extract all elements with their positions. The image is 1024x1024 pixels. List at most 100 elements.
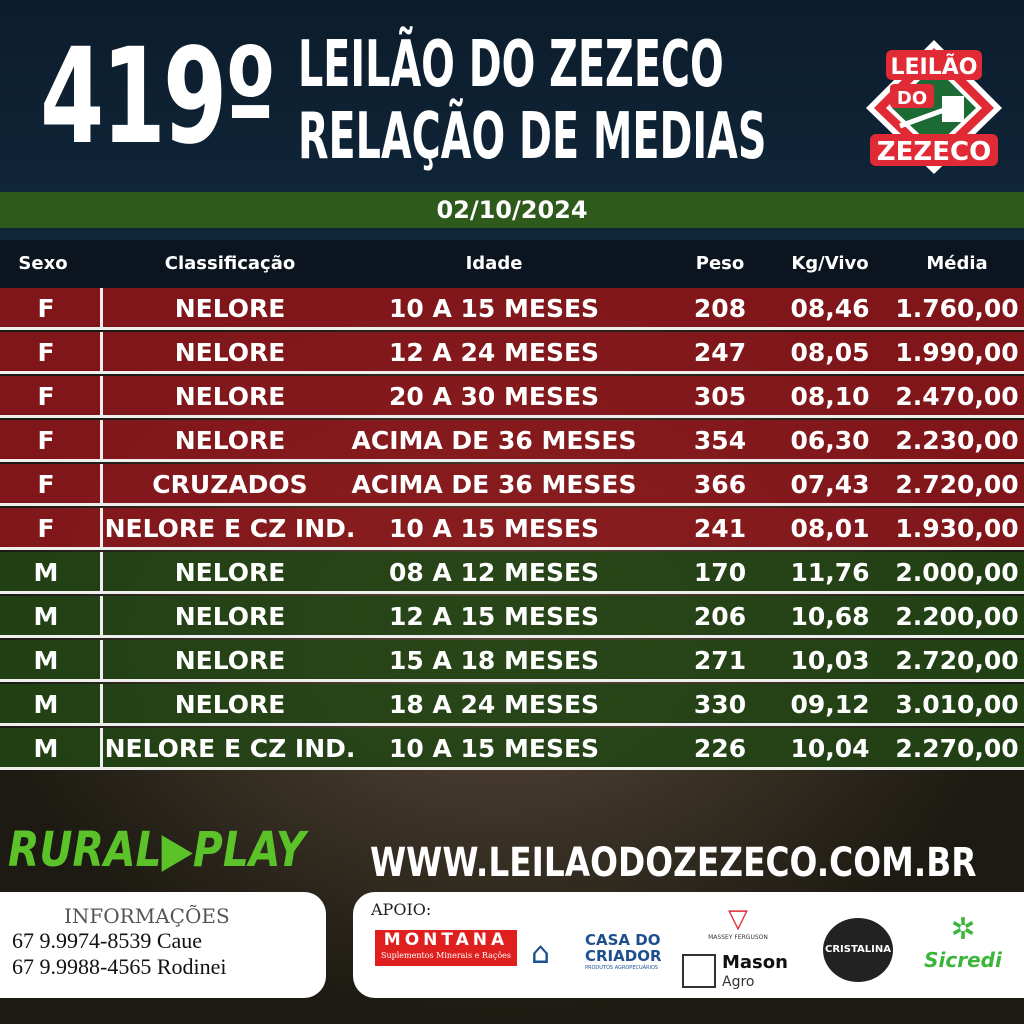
kgvivo-cell: 10,04	[790, 734, 870, 763]
kgvivo-cell: 11,76	[790, 558, 870, 587]
sexo-cell: F	[37, 294, 55, 323]
peso-cell: 206	[693, 602, 747, 631]
table-row: M NELORE 18 A 24 MESES 330 09,12 3.010,00	[0, 684, 1024, 726]
column-separator	[100, 684, 103, 723]
table-row: M NELORE E CZ IND. 10 A 15 MESES 226 10,04 2.…	[0, 728, 1024, 770]
svg-text:DO: DO	[897, 88, 927, 109]
sicredi-icon: ✲	[950, 912, 976, 947]
sexo-cell: M	[33, 690, 59, 719]
idade-cell: ACIMA DE 36 MESES	[351, 470, 637, 499]
montana-logo: MONTANA Suplementos Minerais e Rações	[375, 930, 517, 966]
media-cell: 2.720,00	[895, 646, 1019, 675]
website-link[interactable]: WWW.LEILAODOZEZECO.COM.BR	[370, 840, 977, 886]
media-cell: 2.200,00	[895, 602, 1019, 631]
divider	[0, 228, 1024, 240]
peso-cell: 305	[693, 382, 747, 411]
kgvivo-cell: 07,43	[790, 470, 870, 499]
sexo-cell: F	[37, 382, 55, 411]
col-kgvivo: Kg/Vivo	[791, 253, 869, 274]
idade-cell: 10 A 15 MESES	[388, 514, 600, 543]
media-cell: 2.470,00	[895, 382, 1019, 411]
table-row: M NELORE 12 A 15 MESES 206 10,68 2.200,00	[0, 596, 1024, 638]
kgvivo-cell: 10,68	[790, 602, 870, 631]
sexo-cell: M	[33, 602, 59, 631]
sexo-cell: F	[37, 470, 55, 499]
cristalina-logo: CRISTALINA	[823, 918, 893, 982]
peso-cell: 354	[693, 426, 747, 455]
media-cell: 1.760,00	[895, 294, 1019, 323]
table-row: F NELORE 20 A 30 MESES 305 08,10 2.470,00	[0, 376, 1024, 418]
idade-cell: 12 A 15 MESES	[388, 602, 600, 631]
idade-cell: 12 A 24 MESES	[388, 338, 600, 367]
sexo-cell: M	[33, 734, 59, 763]
classificacao-cell: NELORE	[174, 338, 286, 367]
auction-date: 02/10/2024	[0, 192, 1024, 228]
table-row: F NELORE 10 A 15 MESES 208 08,46 1.760,00	[0, 288, 1024, 330]
column-separator	[100, 596, 103, 635]
apoio-label: APOIO:	[371, 900, 432, 919]
title-line2: RELAÇÃO DE MEDIAS	[298, 100, 767, 174]
phone-2: 67 9.9988-4565 Rodinei	[12, 954, 227, 979]
kgvivo-cell: 10,03	[790, 646, 870, 675]
peso-cell: 271	[693, 646, 747, 675]
kgvivo-cell: 08,01	[790, 514, 870, 543]
column-separator	[100, 288, 103, 327]
media-cell: 1.930,00	[895, 514, 1019, 543]
classificacao-cell: NELORE	[174, 382, 286, 411]
column-separator	[100, 728, 103, 767]
column-separator	[100, 508, 103, 547]
sicredi-logo: ✲ Sicredi	[913, 912, 1013, 972]
classificacao-cell: NELORE E CZ IND.	[104, 734, 356, 763]
sponsors-box: APOIO: MONTANA Suplementos Minerais e Ra…	[353, 892, 1024, 998]
table-row: F NELORE 12 A 24 MESES 247 08,05 1.990,00	[0, 332, 1024, 374]
idade-cell: 08 A 12 MESES	[388, 558, 600, 587]
phone-1: 67 9.9974-8539 Caue	[12, 928, 203, 953]
column-separator	[100, 552, 103, 591]
classificacao-cell: NELORE	[174, 690, 286, 719]
idade-cell: 15 A 18 MESES	[388, 646, 600, 675]
peso-cell: 366	[693, 470, 747, 499]
table-row: M NELORE 08 A 12 MESES 170 11,76 2.000,00	[0, 552, 1024, 594]
kgvivo-cell: 08,05	[790, 338, 870, 367]
title-line1: LEILÃO DO ZEZECO	[298, 28, 724, 102]
column-separator	[100, 464, 103, 503]
idade-cell: 18 A 24 MESES	[388, 690, 600, 719]
peso-cell: 241	[693, 514, 747, 543]
classificacao-cell: NELORE	[174, 646, 286, 675]
table-header: Sexo Classificação Idade Peso Kg/Vivo Mé…	[0, 240, 1024, 288]
massey-mason-logo: ▽ MASSEY FERGUSON Mason Agro	[682, 904, 788, 990]
kgvivo-cell: 08,46	[790, 294, 870, 323]
column-separator	[100, 420, 103, 459]
sexo-cell: F	[37, 338, 55, 367]
info-box: INFORMAÇÕES 67 9.9974-8539 Caue 67 9.998…	[0, 892, 326, 998]
svg-text:ZEZECO: ZEZECO	[877, 137, 991, 167]
info-heading: INFORMAÇÕES	[64, 904, 230, 928]
col-media: Média	[926, 253, 988, 274]
leilao-do-zezeco-logo: LEILÃO DO ZEZECO	[866, 40, 1002, 174]
col-idade: Idade	[465, 253, 523, 274]
triangle-icon: ▽	[728, 904, 748, 934]
col-classificacao: Classificação	[164, 253, 296, 274]
media-cell: 2.230,00	[895, 426, 1019, 455]
idade-cell: 10 A 15 MESES	[388, 294, 600, 323]
table-row: F NELORE E CZ IND. 10 A 15 MESES 241 08,01 1.…	[0, 508, 1024, 550]
kgvivo-cell: 08,10	[790, 382, 870, 411]
column-separator	[100, 376, 103, 415]
media-cell: 2.000,00	[895, 558, 1019, 587]
table-row: F NELORE ACIMA DE 36 MESES 354 06,30 2.230,00	[0, 420, 1024, 462]
peso-cell: 226	[693, 734, 747, 763]
classificacao-cell: CRUZADOS	[152, 470, 308, 499]
col-sexo: Sexo	[18, 253, 68, 274]
sexo-cell: M	[33, 558, 59, 587]
rural-play-logo: RURAL▶PLAY	[8, 822, 306, 878]
classificacao-cell: NELORE E CZ IND.	[104, 514, 356, 543]
header: 419º LEILÃO DO ZEZECO RELAÇÃO DE MEDIAS …	[0, 0, 1024, 192]
column-separator	[100, 332, 103, 371]
peso-cell: 208	[693, 294, 747, 323]
kgvivo-cell: 09,12	[790, 690, 870, 719]
sexo-cell: F	[37, 514, 55, 543]
column-separator	[100, 640, 103, 679]
sexo-cell: F	[37, 426, 55, 455]
auction-number: 419º	[40, 20, 277, 174]
idade-cell: 20 A 30 MESES	[388, 382, 600, 411]
